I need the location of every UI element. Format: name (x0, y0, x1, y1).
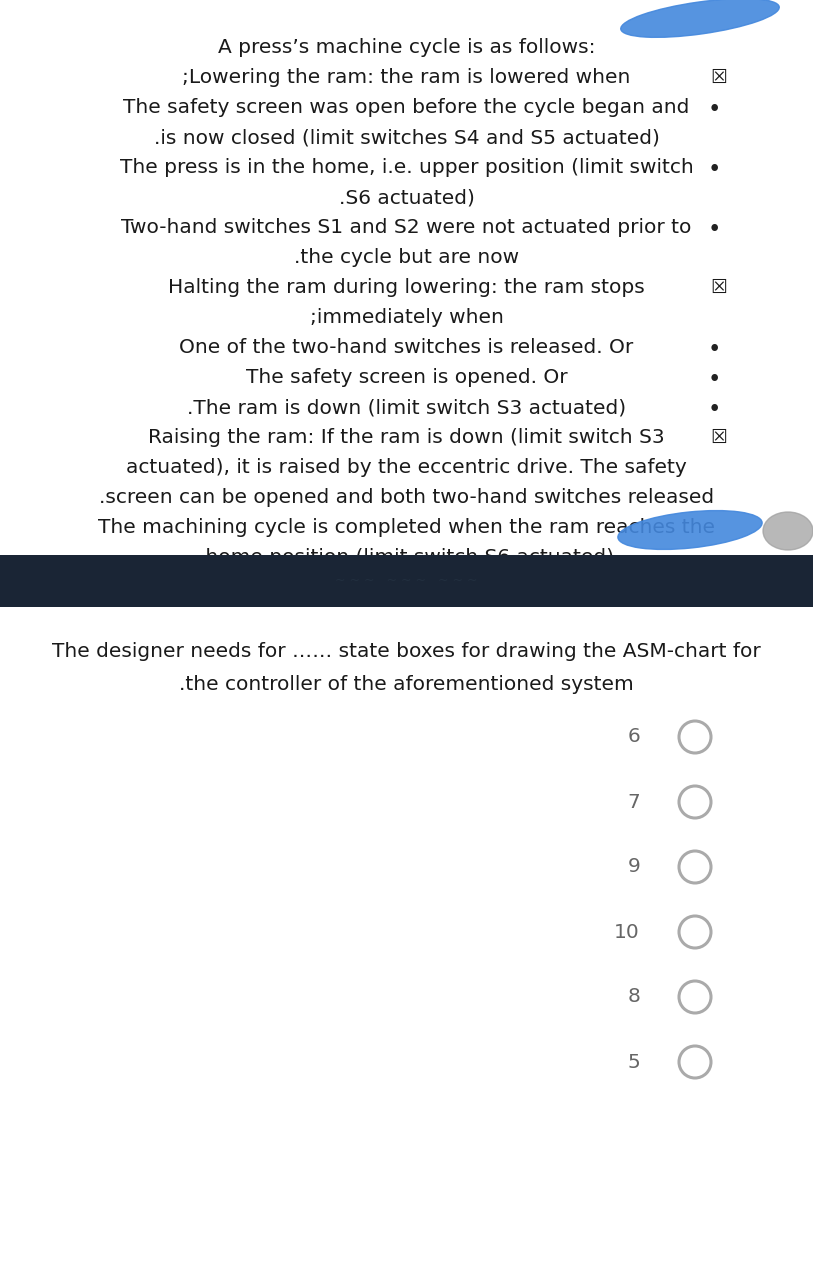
Text: ☒: ☒ (710, 428, 727, 447)
Text: 8: 8 (627, 987, 640, 1006)
Text: ;Lowering the ram: the ram is lowered when: ;Lowering the ram: the ram is lowered wh… (182, 68, 631, 87)
Text: .The ram is down (limit switch S3 actuated): .The ram is down (limit switch S3 actuat… (187, 398, 626, 417)
Text: The safety screen is opened. Or: The safety screen is opened. Or (246, 369, 567, 387)
Ellipse shape (618, 511, 762, 549)
Text: 10: 10 (615, 923, 640, 942)
Text: .screen can be opened and both two-hand switches released: .screen can be opened and both two-hand … (99, 488, 714, 507)
Text: Two-hand switches S1 and S2 were not actuated prior to: Two-hand switches S1 and S2 were not act… (121, 218, 692, 237)
Text: •: • (708, 218, 721, 241)
Ellipse shape (621, 0, 779, 37)
Text: The safety screen was open before the cycle began and: The safety screen was open before the cy… (124, 99, 689, 116)
Text: A press’s machine cycle is as follows:: A press’s machine cycle is as follows: (218, 38, 595, 58)
Text: The machining cycle is completed when the ram reaches the: The machining cycle is completed when th… (98, 518, 715, 538)
Text: 9: 9 (628, 858, 640, 877)
Bar (0, 556, 813, 607)
Text: •: • (708, 338, 721, 361)
Text: ☒: ☒ (710, 68, 727, 87)
Text: •: • (708, 398, 721, 421)
Text: .the controller of the aforementioned system: .the controller of the aforementioned sy… (179, 675, 634, 694)
Text: Raising the ram: If the ram is down (limit switch S3: Raising the ram: If the ram is down (lim… (148, 428, 665, 447)
Text: One of the two-hand switches is released. Or: One of the two-hand switches is released… (180, 338, 633, 357)
Text: The press is in the home, i.e. upper position (limit switch: The press is in the home, i.e. upper pos… (120, 157, 693, 177)
Text: .is now closed (limit switches S4 and S5 actuated): .is now closed (limit switches S4 and S5… (154, 128, 659, 147)
Text: •: • (708, 157, 721, 180)
Text: actuated), it is raised by the eccentric drive. The safety: actuated), it is raised by the eccentric… (126, 458, 687, 477)
Text: 5: 5 (628, 1052, 640, 1071)
Text: ;immediately when: ;immediately when (310, 308, 503, 326)
Text: •: • (708, 99, 721, 122)
Text: .S6 actuated): .S6 actuated) (338, 188, 475, 207)
Text: 6: 6 (628, 727, 640, 746)
Text: .home position (limit switch S6 actuated): .home position (limit switch S6 actuated… (199, 548, 614, 567)
Text: The designer needs for …… state boxes for drawing the ASM-chart for: The designer needs for …… state boxes fo… (52, 643, 761, 660)
Text: .the cycle but are now: .the cycle but are now (294, 248, 519, 268)
Ellipse shape (763, 512, 813, 550)
Text: ~ ~ ~   ~ ~ ~   ~ ~ ~: ~ ~ ~ ~ ~ ~ ~ ~ ~ (335, 575, 478, 588)
Text: Halting the ram during lowering: the ram stops: Halting the ram during lowering: the ram… (168, 278, 645, 297)
Text: 7: 7 (628, 792, 640, 812)
Text: ☒: ☒ (710, 278, 727, 297)
Text: •: • (708, 369, 721, 390)
